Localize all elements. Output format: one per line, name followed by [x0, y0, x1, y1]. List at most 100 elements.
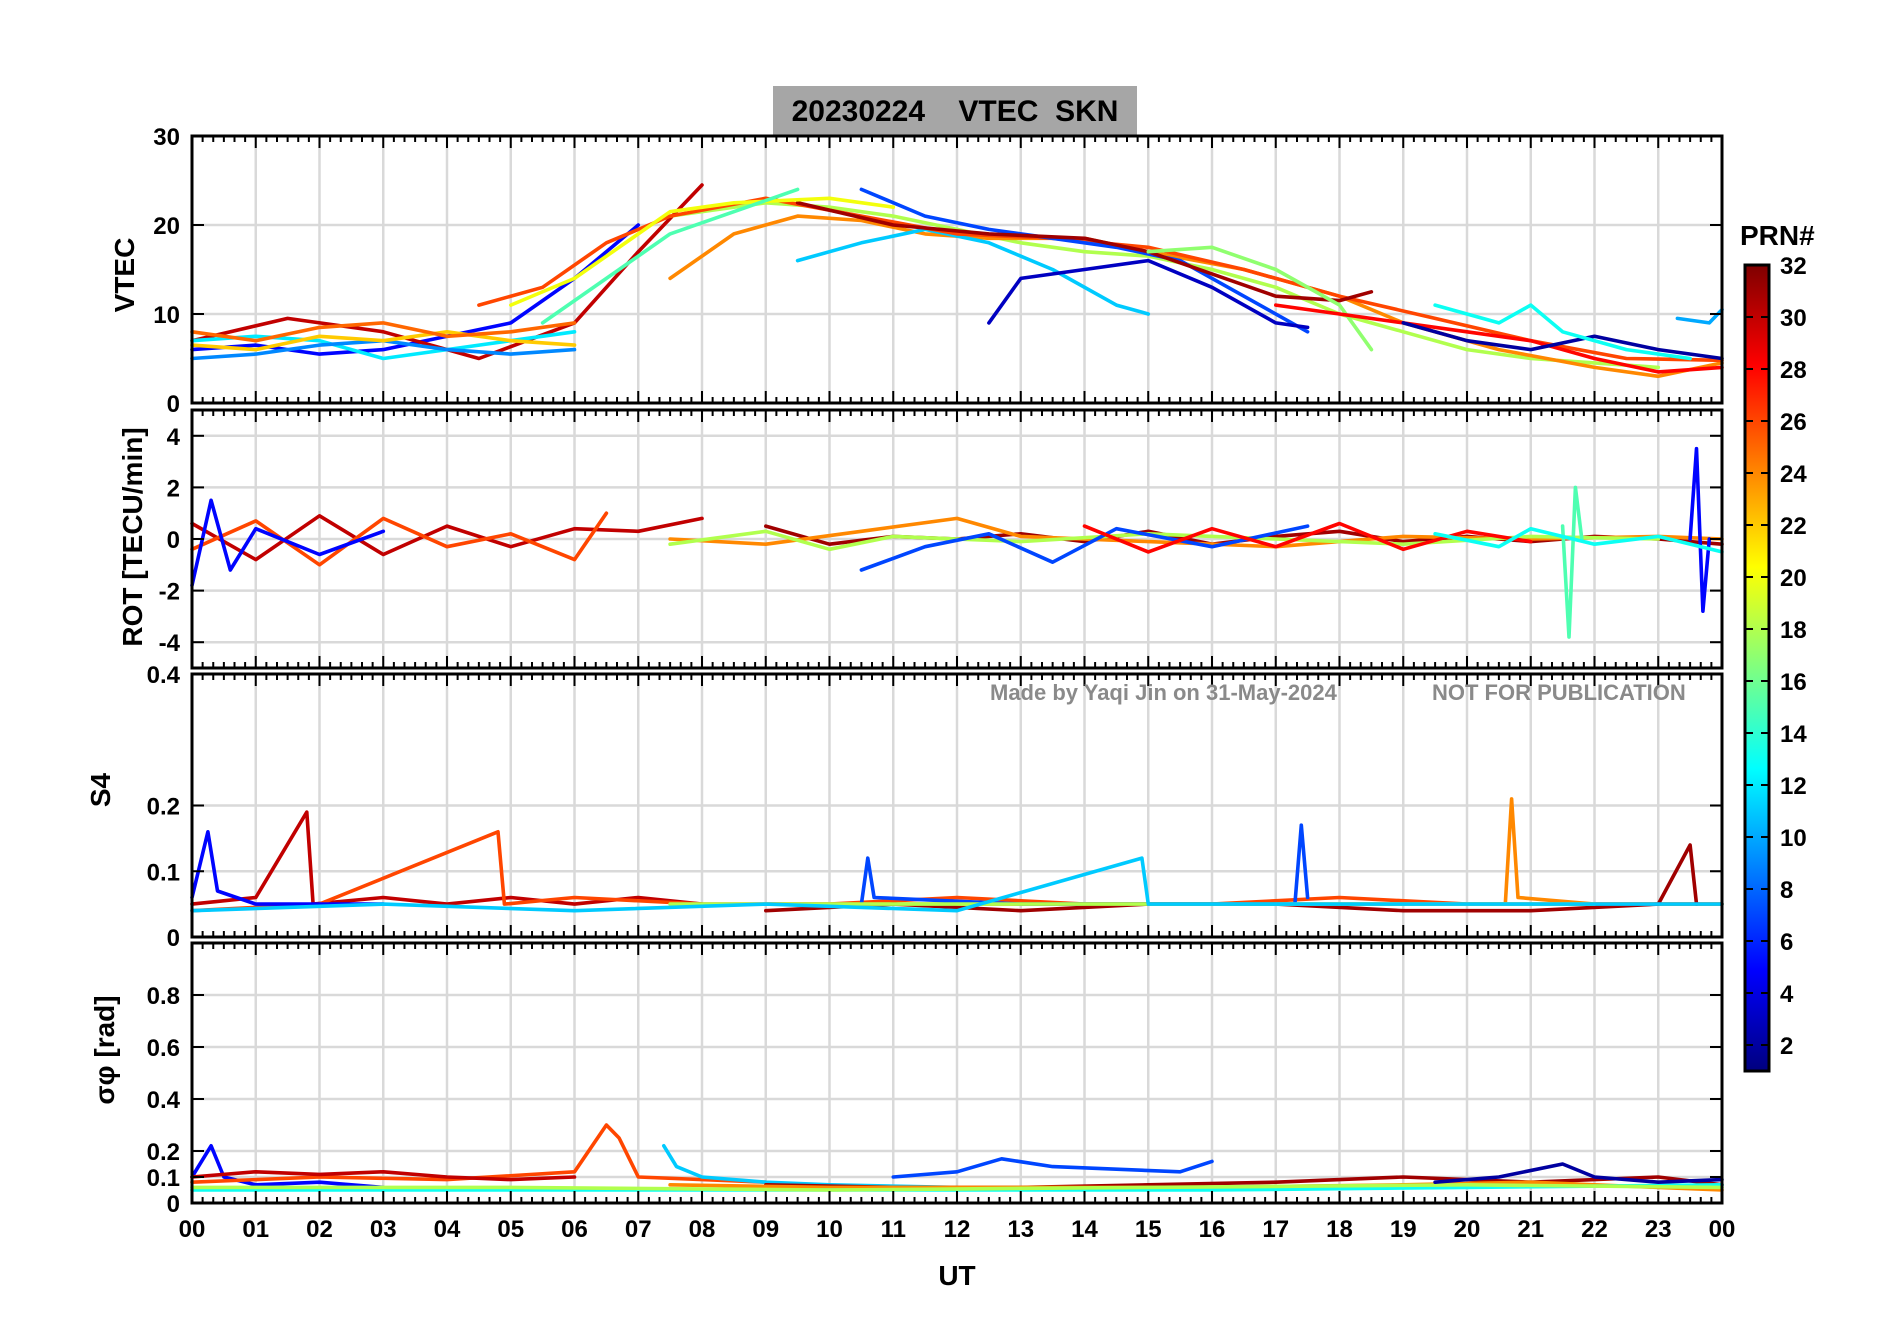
- series-line-prn-2: [1433, 1162, 1724, 1184]
- y-tick-label: 0.1: [147, 859, 180, 886]
- series-line-prn-5: [190, 829, 386, 906]
- y-tick-label: 10: [153, 302, 180, 329]
- series-line-prn-7: [859, 524, 1310, 572]
- x-tick-label: 15: [1135, 1216, 1162, 1243]
- colorbar-tick-label: 6: [1780, 929, 1793, 956]
- colorbar: [1743, 263, 1771, 1073]
- x-tick-label: 06: [561, 1216, 588, 1243]
- chart-title: 20230224 VTEC SKN: [792, 95, 1119, 128]
- colorbar-tick-label: 18: [1780, 617, 1807, 644]
- colorbar-tick-label: 10: [1780, 825, 1807, 852]
- series-line-prn-26: [190, 1123, 768, 1184]
- x-tick-label: 16: [1199, 1216, 1226, 1243]
- sigma-phi-panel: 00.10.2 0.4 0.6 0.8 00 01 02 03 04 05 06 07 08 09 10 11…: [147, 941, 1736, 1243]
- rot-panel: -4 -2 0 2 4: [159, 408, 1724, 670]
- series-line-prn-2: [1401, 321, 1724, 361]
- x-tick-label: 00: [179, 1216, 206, 1243]
- x-tick-label: 00: [1709, 1216, 1736, 1243]
- y-tick-label: 0.2: [147, 1139, 180, 1166]
- colorbar-tick-label: 12: [1780, 773, 1807, 800]
- y-tick-label: -4: [159, 630, 181, 657]
- chart-title-box: [773, 86, 1137, 136]
- colorbar-tick-label: 8: [1780, 877, 1793, 904]
- colorbar-tick-label: 4: [1780, 981, 1794, 1008]
- x-tick-label: 12: [944, 1216, 971, 1243]
- x-tick-label: 11: [881, 1216, 906, 1243]
- series-line-prn-31: [763, 843, 1699, 913]
- s4-ylabel: S4: [85, 772, 116, 807]
- y-tick-label: 0.1: [147, 1165, 180, 1192]
- y-tick-label: 0.2: [147, 794, 180, 821]
- watermark-author: Made by Yaqi Jin on 31-May-2024: [990, 680, 1338, 705]
- colorbar-tick-label: 26: [1780, 409, 1807, 436]
- y-tick-label: 30: [153, 124, 180, 151]
- x-tick-label: 01: [242, 1216, 269, 1243]
- x-axis-label: UT: [938, 1260, 975, 1291]
- x-tick-label: 09: [752, 1216, 779, 1243]
- y-tick-label: 4: [167, 424, 181, 451]
- y-tick-label: 0: [167, 391, 180, 418]
- x-tick-label: 02: [306, 1216, 333, 1243]
- colorbar-tick-label: 30: [1780, 305, 1807, 332]
- x-tick-label: 23: [1645, 1216, 1672, 1243]
- s4-panel: 0 0.1 0.2 0.4: [147, 662, 1724, 952]
- sigma-phi-ylabel: σφ [rad]: [89, 995, 120, 1104]
- series-line-prn-30: [190, 183, 704, 361]
- colorbar-tick-label: 20: [1780, 565, 1807, 592]
- y-tick-label: 0.4: [147, 1087, 181, 1114]
- series-line-prn-26: [190, 511, 609, 567]
- x-tick-label: 20: [1454, 1216, 1481, 1243]
- series-line-prn-17: [1146, 245, 1374, 352]
- x-tick-label: 04: [434, 1216, 461, 1243]
- x-tick-label: 21: [1517, 1216, 1544, 1243]
- y-tick-label: 0: [167, 925, 180, 952]
- x-tick-label: 14: [1071, 1216, 1098, 1243]
- colorbar-tick-label: 2: [1780, 1033, 1793, 1060]
- series-line-prn-13: [1433, 303, 1692, 361]
- y-tick-label: 2: [167, 475, 180, 502]
- colorbar-tick-label: 28: [1780, 357, 1807, 384]
- series-line-prn-5: [1688, 446, 1712, 614]
- x-tick-label: 17: [1262, 1216, 1289, 1243]
- x-tick-label: 05: [497, 1216, 524, 1243]
- series-line-prn-18: [190, 1183, 1724, 1192]
- colorbar-tick-label: 22: [1780, 513, 1807, 540]
- y-tick-label: 0.8: [147, 983, 180, 1010]
- series-line-prn-3: [987, 258, 1310, 330]
- series-line-prn-11: [190, 856, 1724, 913]
- series-line-prn-15: [1560, 485, 1584, 639]
- series-line-prn-28: [1274, 303, 1724, 374]
- rot-ylabel: ROT [TECU/min]: [117, 427, 148, 646]
- y-tick-label: 0.6: [147, 1035, 180, 1062]
- x-tick-label: 13: [1007, 1216, 1034, 1243]
- vtec-panel: 0 10 20 30: [153, 124, 1724, 418]
- vtec-ylabel: VTEC: [109, 238, 140, 313]
- series-line-prn-25: [190, 321, 577, 343]
- y-tick-label: 0: [167, 1191, 180, 1218]
- series-line-prn-5: [190, 498, 386, 588]
- series-line-prn-20: [508, 196, 896, 307]
- y-tick-label: -2: [159, 579, 180, 606]
- x-tick-label: 10: [816, 1216, 843, 1243]
- colorbar-tick-label: 32: [1780, 253, 1807, 280]
- series-line-prn-15: [540, 187, 800, 325]
- y-tick-label: 0: [167, 527, 180, 554]
- series-line-prn-30: [190, 513, 704, 562]
- colorbar-tick-label: 16: [1780, 669, 1807, 696]
- colorbar-tick-label: 14: [1780, 721, 1807, 748]
- colorbar-tick-label: 24: [1780, 461, 1807, 488]
- x-tick-label: 22: [1581, 1216, 1608, 1243]
- series-line-prn-7: [891, 1157, 1214, 1179]
- series-line-prn-13: [1433, 526, 1724, 554]
- series-line-prn-11: [795, 227, 1151, 316]
- x-tick-label: 08: [689, 1216, 716, 1243]
- x-tick-label: 18: [1326, 1216, 1353, 1243]
- x-tick-label: 07: [625, 1216, 652, 1243]
- x-tick-label: 03: [370, 1216, 397, 1243]
- watermark-notice: NOT FOR PUBLICATION: [1432, 680, 1686, 705]
- series-line-prn-7: [859, 187, 1310, 334]
- series-line-prn-22: [190, 329, 577, 352]
- x-tick-label: 19: [1390, 1216, 1417, 1243]
